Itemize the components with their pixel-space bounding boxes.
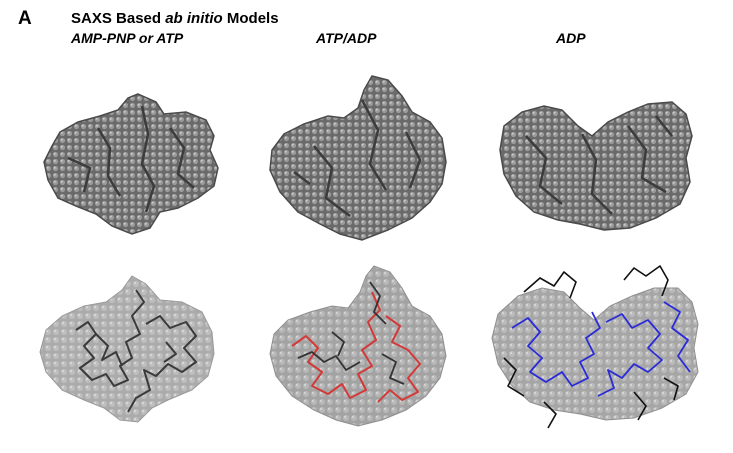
envelope-backbone-overlay-adp	[491, 265, 699, 429]
figure-title: SAXS Based ab initio Models	[71, 10, 279, 27]
column-label-adp: ADP	[556, 30, 586, 46]
envelope-backbone-overlay-atp-adp	[269, 265, 447, 427]
envelope-backbone-overlay-amp-pnp	[39, 275, 215, 423]
title-suffix: Models	[222, 10, 279, 27]
panel-letter: A	[18, 8, 32, 29]
column-label-amp-pnp: AMP-PNP or ATP	[71, 30, 184, 46]
envelope-model-adp	[499, 101, 693, 231]
title-prefix: SAXS Based	[71, 10, 166, 27]
envelope-model-atp-adp	[269, 75, 447, 241]
envelope-model-amp-pnp	[43, 93, 219, 235]
column-label-atp-adp: ATP/ADP	[316, 30, 377, 46]
title-italic: ab initio	[165, 10, 223, 27]
